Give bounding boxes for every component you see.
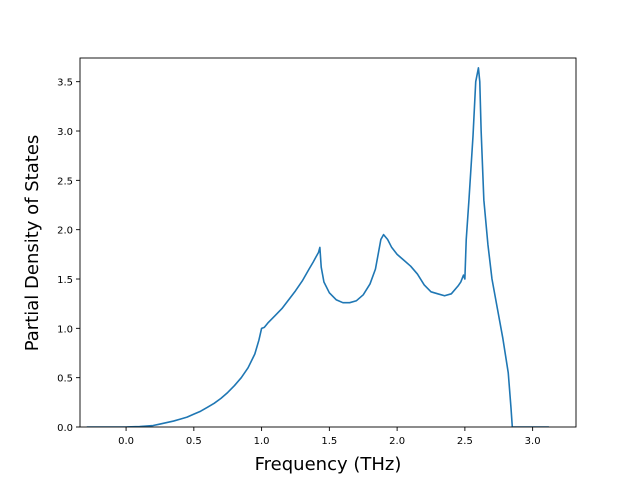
x-tick-label: 0.5 xyxy=(186,436,202,447)
y-tick-label: 0.5 xyxy=(57,374,73,385)
y-tick-label: 0.0 xyxy=(57,423,73,434)
x-tick-label: 2.5 xyxy=(457,436,473,447)
y-tick-label: 3.0 xyxy=(57,127,73,138)
x-tick-label: 2.0 xyxy=(389,436,405,447)
x-tick-label: 1.0 xyxy=(254,436,270,447)
axes-layer: 0.0 0.5 1.0 1.5 2.0 2.5 3.0 0.0 0.5 1.0 1.5 2.0 2.5 3… xyxy=(57,57,577,447)
y-tick-label: 1.0 xyxy=(57,324,73,335)
y-tick-label: 1.5 xyxy=(57,275,73,286)
x-tick-label: 0.0 xyxy=(118,436,134,447)
y-tick-label: 2.0 xyxy=(57,226,73,237)
plot-layer xyxy=(86,67,549,427)
x-axis-title: Frequency (THz) xyxy=(255,454,402,475)
series-line-0 xyxy=(86,67,549,427)
x-tick-label: 1.5 xyxy=(321,436,337,447)
axes-frame xyxy=(79,57,577,428)
y-tick-label: 2.5 xyxy=(57,176,73,187)
y-axis-title: Partial Density of States xyxy=(22,135,43,352)
y-tick-label: 3.5 xyxy=(57,78,73,89)
x-tick-label: 3.0 xyxy=(525,436,541,447)
